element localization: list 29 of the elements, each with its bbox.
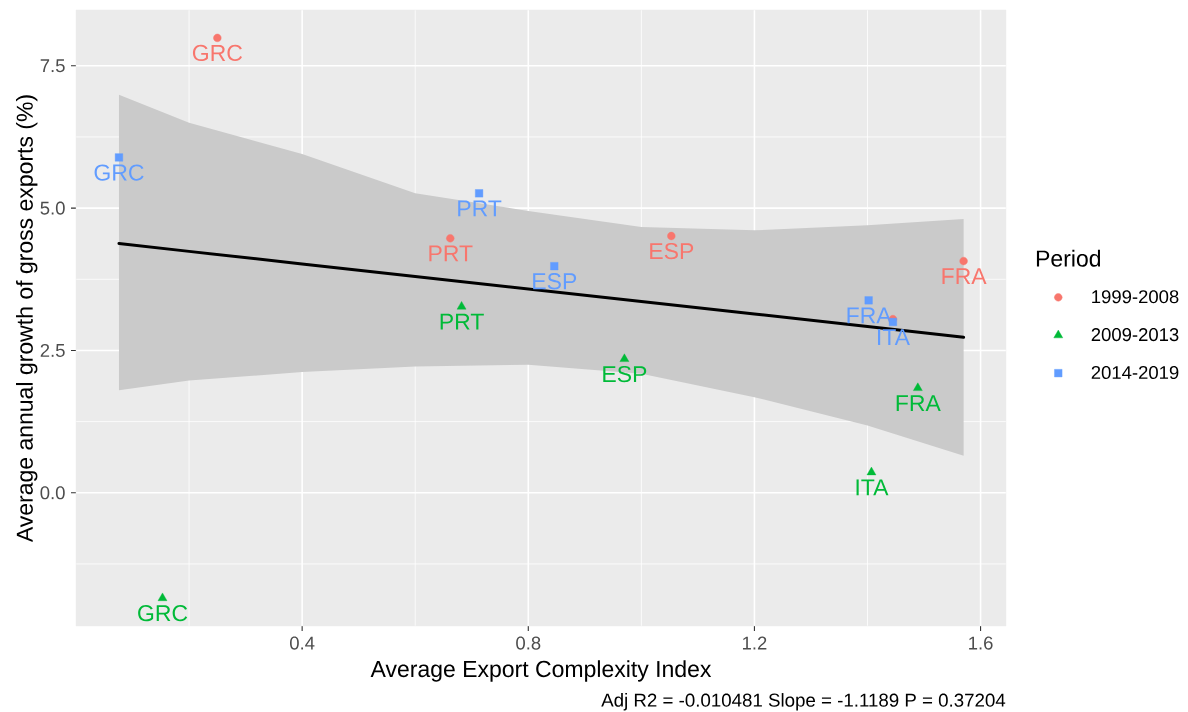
x-tick-label: 1.6 [969, 636, 993, 650]
data-label: FRA [896, 395, 941, 412]
data-label: ESP [650, 242, 694, 260]
legend-title: Period [1036, 249, 1101, 267]
x-tick-label: 0.8 [516, 636, 541, 650]
text: Adj R2 = -0.010481 Slope = -1.1189 P = 0.37204 [601, 693, 1006, 711]
data-label: FRA [847, 307, 892, 324]
legend-label: 1999-2008 [1092, 290, 1179, 304]
data-label: ITA [856, 479, 889, 496]
y-tick-label: 2.5 [40, 343, 65, 357]
y-axis-title: Average annual growth of gross exports (%) [15, 95, 38, 543]
y-tick-label: 7.5 [40, 59, 65, 73]
data-label: GRC [94, 164, 144, 181]
data-label: FRA [942, 268, 987, 285]
legend-label: 2009-2013 [1091, 328, 1179, 342]
data-label: GRC [192, 44, 243, 62]
data-label: GRC [138, 605, 188, 622]
data-label: ESP [603, 365, 647, 383]
data-label: PRT [458, 200, 502, 217]
legend-label: 2014-2019 [1091, 365, 1179, 380]
y-tick-label: 5.0 [40, 201, 65, 215]
data-label: ESP [533, 273, 577, 290]
data-label: ITA [878, 329, 910, 345]
x-tick-label: 0.4 [290, 636, 315, 650]
x-axis-title: Average Export Complexity Index [370, 660, 712, 682]
data-label: PRT [440, 313, 484, 330]
data-label: PRT [429, 245, 473, 262]
y-tick-label: 0.0 [40, 486, 65, 500]
x-tick-label: 1.2 [742, 636, 767, 650]
